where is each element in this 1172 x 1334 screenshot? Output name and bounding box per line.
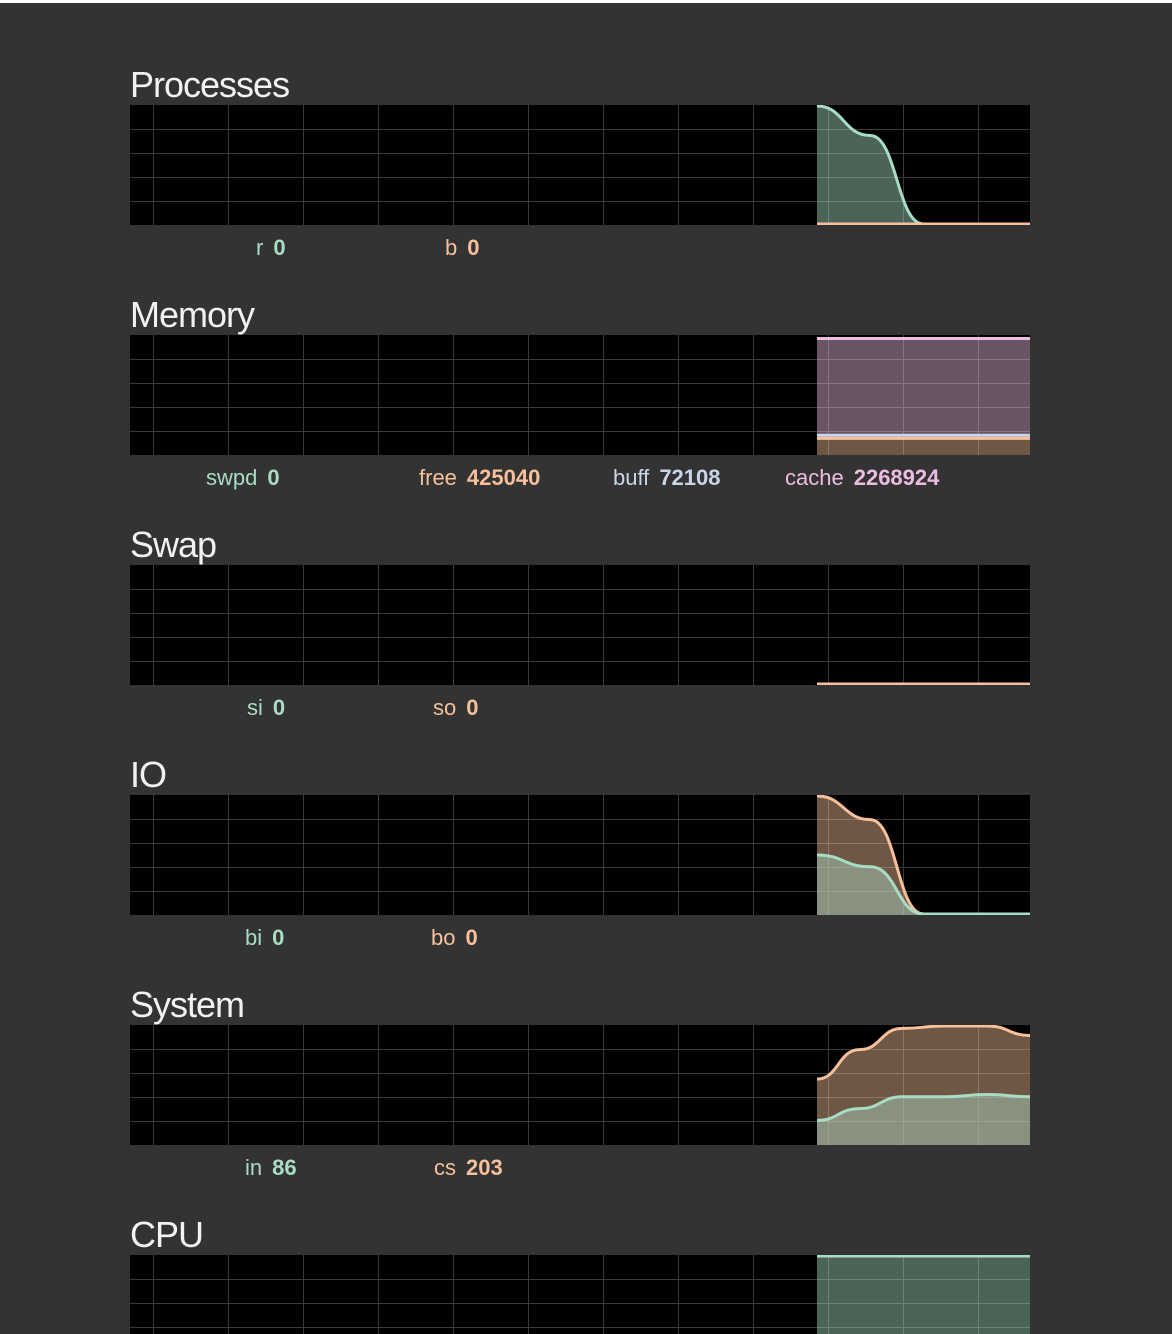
processes-title: Processes [130,64,290,105]
series-line-cs [816,1025,1030,1081]
legend-key-free: free [419,465,457,490]
legend-item-cs: cs 203 [434,1153,503,1183]
graph-background [130,1025,1030,1145]
legend-key-cache: cache [785,465,844,490]
legend-value-cache: 2268924 [853,465,940,490]
swap-title: Swap [130,524,217,565]
graph-grid [130,105,1030,225]
series-area-in [817,1094,1030,1145]
legend-value-buff: 72108 [659,465,721,490]
graph-background [130,1255,1030,1334]
legend-key-bi: bi [245,925,263,950]
system-title: System [130,984,245,1025]
memory-layer-free [817,436,1030,455]
cpu-graph [130,1255,1030,1334]
swap-graph [130,565,1030,685]
memory-title: Memory [130,294,255,335]
system-legend: in 86 cs 203 [130,1153,1030,1183]
legend-key-bo: bo [431,925,456,950]
system-graph [130,1025,1030,1145]
legend-value-free: 425040 [466,465,541,490]
legend-key-r: r [256,235,264,260]
memory-graph [130,335,1030,455]
legend-value-bo: 0 [465,925,478,950]
legend-item-in: in 86 [245,1153,297,1183]
series-area-bi [817,855,1030,915]
legend-value-si: 0 [272,695,286,720]
graph-background [130,565,1030,685]
legend-value-r: 0 [273,235,286,260]
legend-key-swpd: swpd [206,465,258,490]
graph-grid [130,335,1030,455]
legend-value-so: 0 [466,695,479,720]
graph-grid [130,1025,1030,1145]
legend-item-swpd: swpd 0 [206,463,280,493]
graph-background [130,105,1030,225]
legend-key-si: si [247,695,263,720]
legend-key-in: in [245,1155,263,1180]
graph-grid [130,565,1030,685]
legend-key-b: b [445,235,458,260]
io-graph [130,795,1030,915]
io-legend: bi 0 bo 0 [130,923,1030,953]
legend-key-cs: cs [434,1155,456,1180]
legend-value-cs: 203 [466,1155,503,1180]
series-area-cs [817,1026,1030,1145]
legend-value-in: 86 [272,1155,297,1180]
legend-item-so: so 0 [433,693,479,723]
processes-graph [130,105,1030,225]
cpu-title: CPU [130,1214,204,1255]
legend-value-swpd: 0 [267,465,280,490]
swap-legend: si 0 so 0 [130,693,1030,723]
graph-background [130,795,1030,915]
series-area-bo [817,796,1030,915]
legend-item-buff: buff 72108 [613,463,721,493]
io-title: IO [130,754,167,795]
legend-item-bi: bi 0 [245,923,284,953]
legend-value-bi: 0 [272,925,285,950]
series-line-in [816,1092,1030,1122]
legend-item-cache: cache 2268924 [785,463,939,493]
legend-key-so: so [433,695,457,720]
legend-item-bo: bo 0 [431,923,478,953]
graph-grid [130,1255,1030,1334]
legend-item-free: free 425040 [419,463,540,493]
memory-legend: swpd 0 free 425040 buff 72108 cache 2268924 [130,463,1030,493]
memory-layer-cache [817,337,1030,434]
legend-key-buff: buff [613,465,650,490]
legend-item-si: si 0 [247,693,285,723]
series-line-bi [816,853,1030,915]
series-area-s0 [817,1256,1030,1334]
legend-value-b: 0 [467,235,480,260]
